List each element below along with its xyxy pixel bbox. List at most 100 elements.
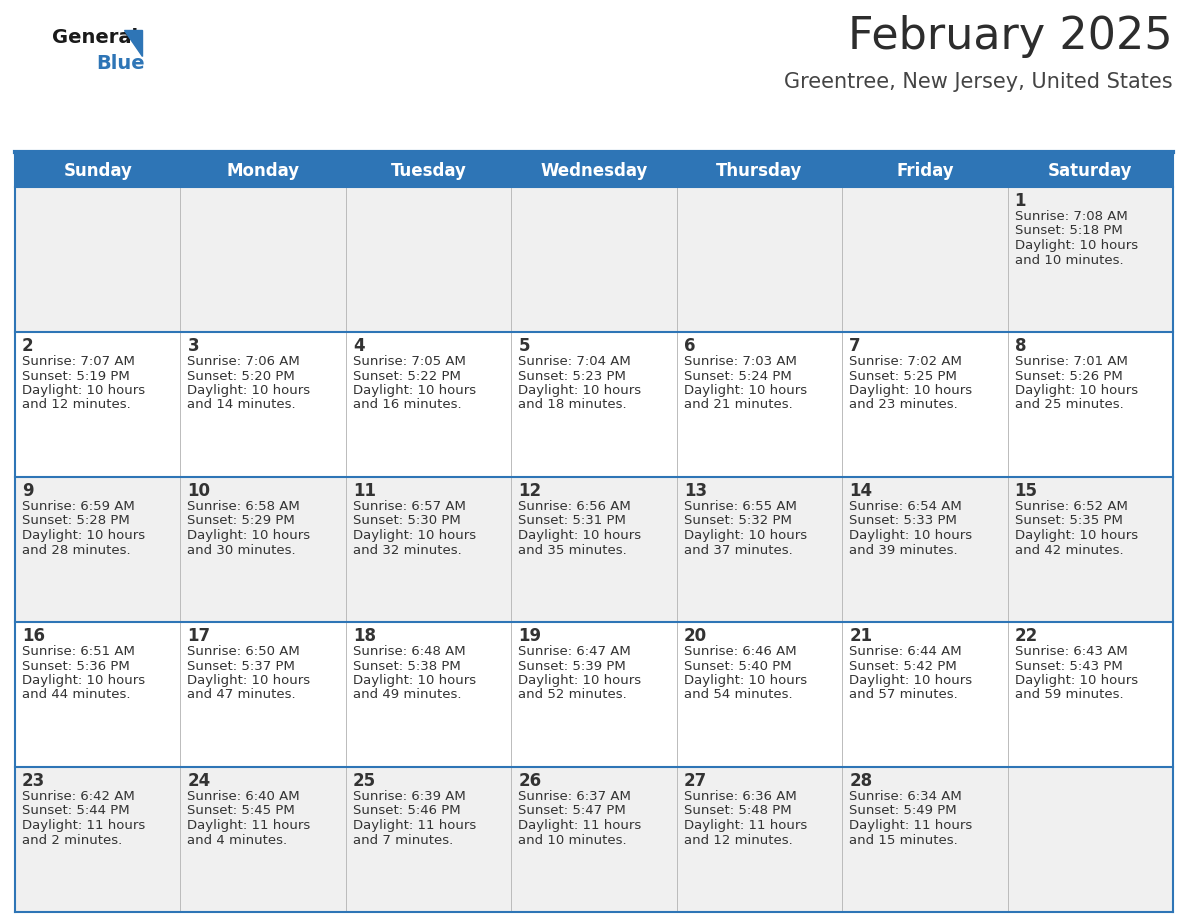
- Text: 1: 1: [1015, 192, 1026, 210]
- Text: 11: 11: [353, 482, 375, 500]
- Text: Sunrise: 7:08 AM: Sunrise: 7:08 AM: [1015, 210, 1127, 223]
- Text: Daylight: 10 hours: Daylight: 10 hours: [23, 674, 145, 687]
- Text: Sunrise: 6:55 AM: Sunrise: 6:55 AM: [684, 500, 797, 513]
- Text: Sunset: 5:47 PM: Sunset: 5:47 PM: [518, 804, 626, 818]
- Text: and 18 minutes.: and 18 minutes.: [518, 398, 627, 411]
- Bar: [511, 332, 677, 477]
- Bar: [181, 155, 346, 187]
- Text: 5: 5: [518, 337, 530, 355]
- Text: 13: 13: [684, 482, 707, 500]
- Text: and 52 minutes.: and 52 minutes.: [518, 688, 627, 701]
- Text: Daylight: 11 hours: Daylight: 11 hours: [353, 819, 476, 832]
- Polygon shape: [124, 30, 143, 56]
- Text: Sunset: 5:37 PM: Sunset: 5:37 PM: [188, 659, 296, 673]
- Text: 8: 8: [1015, 337, 1026, 355]
- Text: and 44 minutes.: and 44 minutes.: [23, 688, 131, 701]
- Text: Sunrise: 6:51 AM: Sunrise: 6:51 AM: [23, 645, 135, 658]
- Bar: [511, 187, 677, 332]
- Text: Sunset: 5:35 PM: Sunset: 5:35 PM: [1015, 514, 1123, 528]
- Text: 18: 18: [353, 627, 375, 645]
- Bar: [181, 187, 346, 332]
- Text: Sunrise: 6:40 AM: Sunrise: 6:40 AM: [188, 790, 301, 803]
- Text: Sunrise: 6:39 AM: Sunrise: 6:39 AM: [353, 790, 466, 803]
- Text: 4: 4: [353, 337, 365, 355]
- Text: Sunrise: 6:59 AM: Sunrise: 6:59 AM: [23, 500, 134, 513]
- Text: 6: 6: [684, 337, 695, 355]
- Text: and 32 minutes.: and 32 minutes.: [353, 543, 462, 556]
- Text: Greentree, New Jersey, United States: Greentree, New Jersey, United States: [784, 72, 1173, 92]
- Text: Daylight: 11 hours: Daylight: 11 hours: [518, 819, 642, 832]
- Text: General: General: [52, 28, 138, 47]
- Text: Sunrise: 6:46 AM: Sunrise: 6:46 AM: [684, 645, 796, 658]
- Text: and 47 minutes.: and 47 minutes.: [188, 688, 296, 701]
- Bar: [511, 622, 677, 767]
- Bar: [511, 477, 677, 622]
- Text: Daylight: 11 hours: Daylight: 11 hours: [849, 819, 973, 832]
- Bar: [677, 622, 842, 767]
- Bar: [1007, 622, 1173, 767]
- Text: Sunset: 5:33 PM: Sunset: 5:33 PM: [849, 514, 958, 528]
- Text: and 59 minutes.: and 59 minutes.: [1015, 688, 1123, 701]
- Text: Sunset: 5:23 PM: Sunset: 5:23 PM: [518, 370, 626, 383]
- Text: Sunrise: 6:48 AM: Sunrise: 6:48 AM: [353, 645, 466, 658]
- Text: Daylight: 10 hours: Daylight: 10 hours: [1015, 674, 1138, 687]
- Text: and 49 minutes.: and 49 minutes.: [353, 688, 461, 701]
- Text: and 7 minutes.: and 7 minutes.: [353, 834, 453, 846]
- Text: Daylight: 10 hours: Daylight: 10 hours: [23, 384, 145, 397]
- Text: Daylight: 10 hours: Daylight: 10 hours: [188, 384, 310, 397]
- Text: Daylight: 10 hours: Daylight: 10 hours: [1015, 529, 1138, 542]
- Text: 2: 2: [23, 337, 33, 355]
- Text: Thursday: Thursday: [716, 162, 803, 180]
- Text: Tuesday: Tuesday: [391, 162, 467, 180]
- Text: Sunset: 5:31 PM: Sunset: 5:31 PM: [518, 514, 626, 528]
- Bar: [15, 477, 181, 622]
- Bar: [181, 477, 346, 622]
- Text: and 28 minutes.: and 28 minutes.: [23, 543, 131, 556]
- Text: Sunset: 5:43 PM: Sunset: 5:43 PM: [1015, 659, 1123, 673]
- Text: Daylight: 11 hours: Daylight: 11 hours: [23, 819, 145, 832]
- Text: 14: 14: [849, 482, 872, 500]
- Text: and 12 minutes.: and 12 minutes.: [23, 398, 131, 411]
- Text: Sunrise: 6:47 AM: Sunrise: 6:47 AM: [518, 645, 631, 658]
- Bar: [346, 767, 511, 912]
- Text: Sunset: 5:39 PM: Sunset: 5:39 PM: [518, 659, 626, 673]
- Bar: [842, 622, 1007, 767]
- Bar: [842, 332, 1007, 477]
- Text: Sunset: 5:46 PM: Sunset: 5:46 PM: [353, 804, 461, 818]
- Text: 23: 23: [23, 772, 45, 790]
- Text: Sunset: 5:29 PM: Sunset: 5:29 PM: [188, 514, 295, 528]
- Bar: [15, 187, 181, 332]
- Text: and 42 minutes.: and 42 minutes.: [1015, 543, 1123, 556]
- Bar: [346, 332, 511, 477]
- Text: Daylight: 10 hours: Daylight: 10 hours: [849, 384, 972, 397]
- Text: and 54 minutes.: and 54 minutes.: [684, 688, 792, 701]
- Text: and 30 minutes.: and 30 minutes.: [188, 543, 296, 556]
- Bar: [511, 767, 677, 912]
- Text: and 4 minutes.: and 4 minutes.: [188, 834, 287, 846]
- Bar: [15, 767, 181, 912]
- Text: Sunset: 5:40 PM: Sunset: 5:40 PM: [684, 659, 791, 673]
- Text: Sunset: 5:42 PM: Sunset: 5:42 PM: [849, 659, 956, 673]
- Text: Daylight: 11 hours: Daylight: 11 hours: [188, 819, 311, 832]
- Text: Sunrise: 7:02 AM: Sunrise: 7:02 AM: [849, 355, 962, 368]
- Text: Sunrise: 7:04 AM: Sunrise: 7:04 AM: [518, 355, 631, 368]
- Text: Monday: Monday: [227, 162, 299, 180]
- Text: February 2025: February 2025: [848, 15, 1173, 58]
- Text: Sunrise: 7:06 AM: Sunrise: 7:06 AM: [188, 355, 301, 368]
- Text: 24: 24: [188, 772, 210, 790]
- Text: 15: 15: [1015, 482, 1037, 500]
- Bar: [1007, 767, 1173, 912]
- Bar: [677, 767, 842, 912]
- Text: Sunrise: 7:01 AM: Sunrise: 7:01 AM: [1015, 355, 1127, 368]
- Text: Daylight: 10 hours: Daylight: 10 hours: [518, 529, 642, 542]
- Text: 16: 16: [23, 627, 45, 645]
- Text: Daylight: 10 hours: Daylight: 10 hours: [188, 529, 310, 542]
- Text: and 2 minutes.: and 2 minutes.: [23, 834, 122, 846]
- Text: Sunrise: 6:50 AM: Sunrise: 6:50 AM: [188, 645, 301, 658]
- Text: Daylight: 10 hours: Daylight: 10 hours: [684, 674, 807, 687]
- Text: 9: 9: [23, 482, 33, 500]
- Text: Sunset: 5:49 PM: Sunset: 5:49 PM: [849, 804, 956, 818]
- Text: and 14 minutes.: and 14 minutes.: [188, 398, 296, 411]
- Text: Sunrise: 6:56 AM: Sunrise: 6:56 AM: [518, 500, 631, 513]
- Text: 28: 28: [849, 772, 872, 790]
